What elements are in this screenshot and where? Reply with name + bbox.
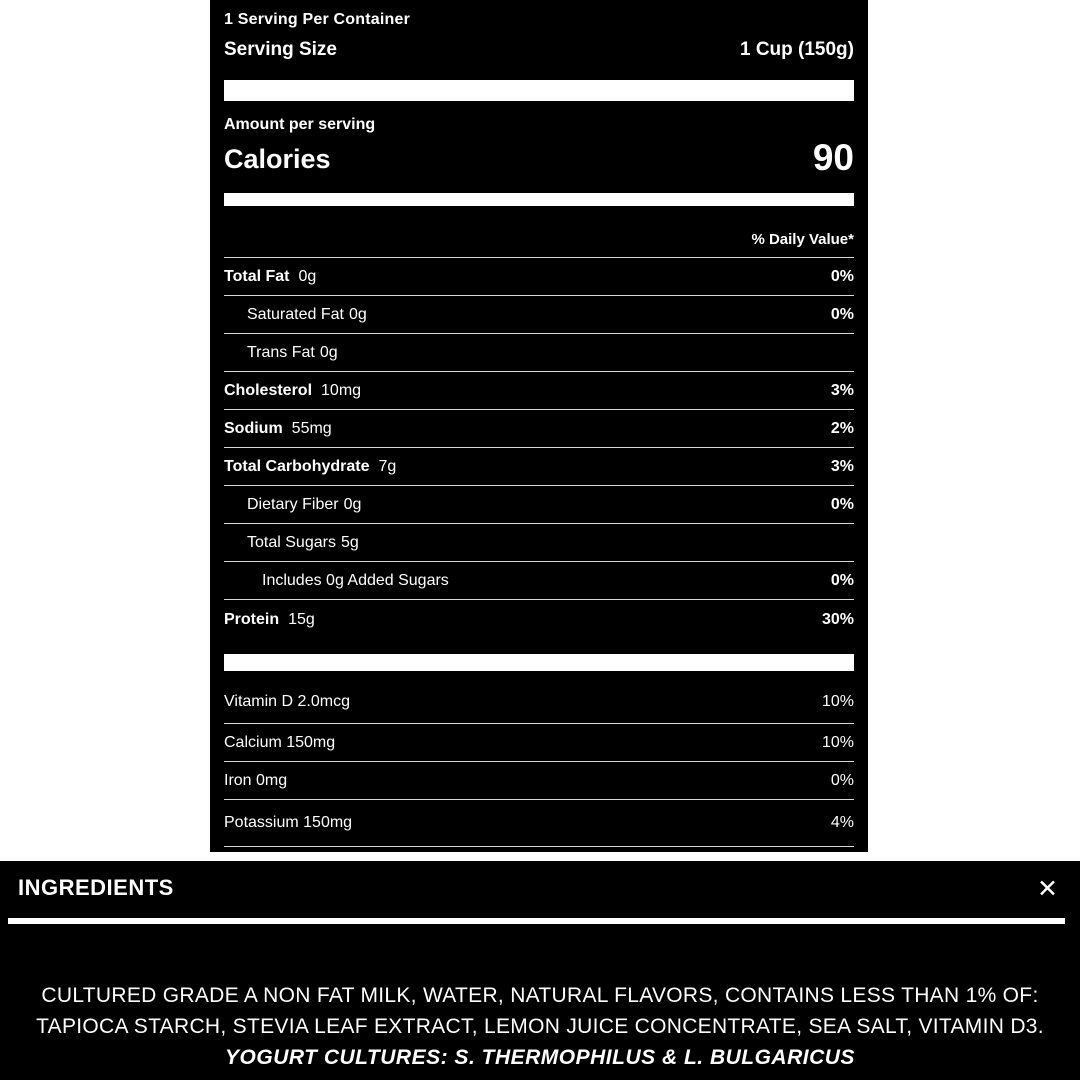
nutrient-row-dietary-fiber: Dietary Fiber 0g 0% [224, 486, 854, 524]
ingredients-title: INGREDIENTS [18, 875, 174, 900]
nutrient-row-total-sugars: Total Sugars 5g [224, 524, 854, 562]
nutrient-row-total-fat: Total Fat 0g 0% [224, 258, 854, 296]
nutrient-row-added-sugars: Includes 0g Added Sugars 0% [224, 562, 854, 600]
nutrient-row-saturated-fat: Saturated Fat 0g 0% [224, 296, 854, 334]
daily-value-header: % Daily Value* [224, 206, 854, 258]
ingredients-panel: INGREDIENTS ✕ CULTURED GRADE A NON FAT M… [0, 861, 1080, 1080]
amount-per-serving-label: Amount per serving [224, 116, 376, 133]
serving-size-row: Serving Size 1 Cup (150g) [224, 39, 854, 61]
vitamin-row-vitamin-d: Vitamin D 2.0mcg 10% [224, 671, 854, 724]
serving-size-label: Serving Size [224, 39, 337, 60]
serving-size-value: 1 Cup (150g) [739, 39, 854, 60]
ingredients-cultures-line: YOGURT CULTURES: S. THERMOPHILUS & L. BU… [225, 1046, 855, 1069]
ingredients-line: TAPIOCA STARCH, STEVIA LEAF EXTRACT, LEM… [36, 1015, 1044, 1038]
nutrient-row-sodium: Sodium 55mg 2% [224, 410, 854, 448]
nutrient-row-trans-fat: Trans Fat 0g [224, 334, 854, 372]
calories-label: Calories [224, 144, 331, 174]
ingredients-divider [8, 918, 1065, 924]
section-divider-bar [224, 193, 854, 206]
nutrient-row-cholesterol: Cholesterol 10mg 3% [224, 372, 854, 410]
ingredients-header: INGREDIENTS ✕ [0, 861, 1080, 901]
nutrient-row-total-carbohydrate: Total Carbohydrate 7g 3% [224, 448, 854, 486]
ingredients-line: CULTURED GRADE A NON FAT MILK, WATER, NA… [41, 984, 1039, 1007]
section-divider-bar [224, 80, 854, 101]
ingredients-text: CULTURED GRADE A NON FAT MILK, WATER, NA… [0, 980, 1080, 1073]
vitamin-row-potassium: Potassium 150mg 4% [224, 800, 854, 847]
close-icon[interactable]: ✕ [1037, 874, 1058, 903]
nutrient-row-protein: Protein 15g 30% [224, 611, 854, 628]
nutrition-facts-panel: 1 Serving Per Container Serving Size 1 C… [210, 0, 868, 852]
servings-per-container: 1 Serving Per Container [224, 11, 410, 28]
calories-row: Calories 90 [224, 134, 854, 176]
vitamin-row-calcium: Calcium 150mg 10% [224, 724, 854, 762]
section-divider-bar [224, 654, 854, 671]
vitamin-row-iron: Iron 0mg 0% [224, 762, 854, 800]
calories-value: 90 [812, 137, 854, 178]
